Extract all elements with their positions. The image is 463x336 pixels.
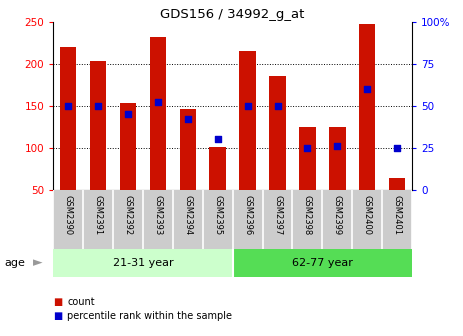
Point: [363, 86, 371, 92]
Text: GSM2398: GSM2398: [303, 195, 312, 235]
Bar: [239, 51, 256, 190]
Text: GSM2390: GSM2390: [64, 195, 73, 235]
Bar: [150, 37, 166, 190]
Bar: [389, 178, 405, 190]
Point: [304, 145, 311, 151]
Text: 21-31 year: 21-31 year: [113, 258, 173, 268]
Text: GDS156 / 34992_g_at: GDS156 / 34992_g_at: [161, 8, 305, 22]
Text: GSM2400: GSM2400: [363, 195, 372, 235]
Text: GSM2396: GSM2396: [243, 195, 252, 235]
Bar: [90, 61, 106, 190]
Text: GSM2393: GSM2393: [153, 195, 163, 235]
Text: count: count: [67, 297, 95, 307]
Bar: [120, 103, 136, 190]
Text: ►: ►: [33, 256, 43, 269]
Text: GSM2391: GSM2391: [94, 195, 103, 235]
FancyBboxPatch shape: [53, 249, 233, 277]
Point: [94, 103, 102, 109]
Text: ■: ■: [53, 311, 63, 321]
Bar: [359, 25, 375, 190]
Bar: [329, 127, 345, 190]
Point: [124, 112, 131, 117]
Text: GSM2395: GSM2395: [213, 195, 222, 235]
Text: GSM2401: GSM2401: [393, 195, 401, 235]
Text: GSM2394: GSM2394: [183, 195, 192, 235]
Text: GSM2399: GSM2399: [333, 195, 342, 235]
Bar: [269, 77, 286, 190]
Text: age: age: [5, 258, 25, 268]
Bar: [299, 127, 316, 190]
Point: [64, 103, 72, 109]
Point: [274, 103, 281, 109]
Text: 62-77 year: 62-77 year: [292, 258, 353, 268]
Text: GSM2397: GSM2397: [273, 195, 282, 235]
Text: percentile rank within the sample: percentile rank within the sample: [67, 311, 232, 321]
Bar: [209, 147, 226, 190]
Text: GSM2392: GSM2392: [124, 195, 132, 235]
Text: ■: ■: [53, 297, 63, 307]
Point: [184, 117, 192, 122]
FancyBboxPatch shape: [233, 249, 412, 277]
Point: [214, 137, 221, 142]
Bar: [180, 109, 196, 190]
Point: [334, 143, 341, 149]
Point: [154, 100, 162, 105]
Point: [394, 145, 401, 151]
Bar: [60, 47, 76, 190]
Point: [244, 103, 251, 109]
